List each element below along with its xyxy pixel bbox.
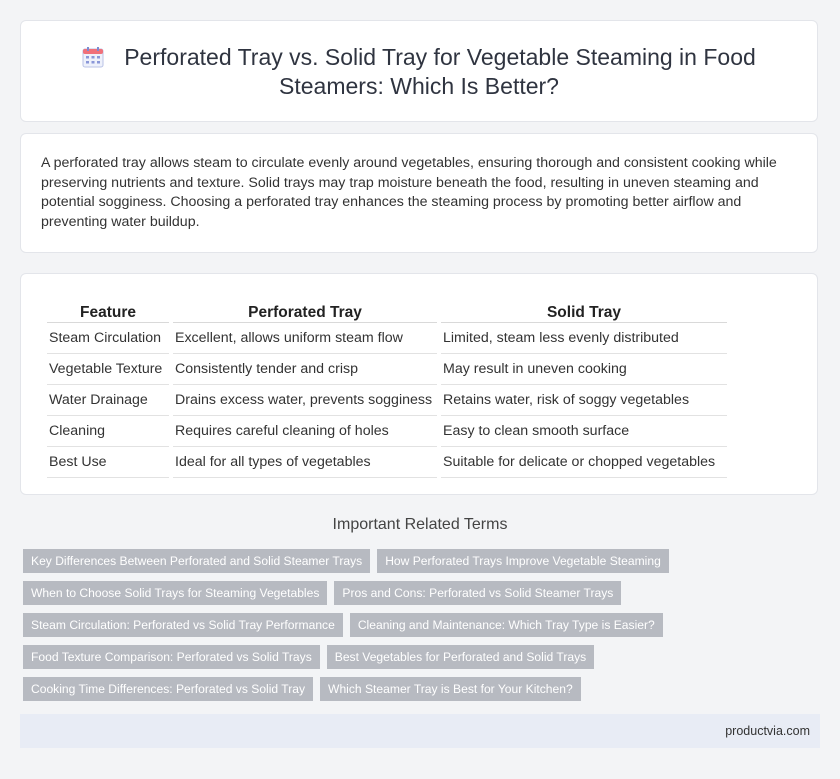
title-card: Perforated Tray vs. Solid Tray for Veget… [20, 20, 818, 122]
table-cell: Retains water, risk of soggy vegetables [441, 385, 727, 416]
related-term-link[interactable]: Key Differences Between Perforated and S… [23, 549, 371, 573]
related-terms-title: Important Related Terms [332, 516, 508, 533]
table-cell: Requires careful cleaning of holes [173, 416, 437, 447]
title-line-2: Steamers: Which Is Better? [279, 73, 559, 99]
table-cell: Limited, steam less evenly distributed [441, 323, 727, 354]
table-cell: Best Use [47, 447, 169, 478]
related-terms-list: Key Differences Between Perforated and S… [23, 549, 703, 709]
table-cell: Drains excess water, prevents sogginess [173, 385, 437, 416]
tag-row: Key Differences Between Perforated and S… [23, 549, 703, 573]
tag-row: When to Choose Solid Trays for Steaming … [23, 581, 703, 605]
related-term-link[interactable]: Steam Circulation: Perforated vs Solid T… [23, 613, 343, 637]
header-feature: Feature [47, 297, 169, 323]
table-cell: Consistently tender and crisp [173, 354, 437, 385]
header-solid: Solid Tray [441, 297, 727, 323]
table-row: Best Use Ideal for all types of vegetabl… [47, 447, 727, 478]
table-cell: Excellent, allows uniform steam flow [173, 323, 437, 354]
related-term-link[interactable]: Pros and Cons: Perforated vs Solid Steam… [334, 581, 622, 605]
table-row: Steam Circulation Excellent, allows unif… [47, 323, 727, 354]
page-title: Perforated Tray vs. Solid Tray for Veget… [21, 43, 817, 101]
table-row: Water Drainage Drains excess water, prev… [47, 385, 727, 416]
related-term-link[interactable]: How Perforated Trays Improve Vegetable S… [377, 549, 669, 573]
table-cell: Cleaning [47, 416, 169, 447]
related-term-link[interactable]: Food Texture Comparison: Perforated vs S… [23, 645, 320, 669]
tag-row: Cooking Time Differences: Perforated vs … [23, 677, 703, 701]
calendar-icon [82, 47, 104, 68]
footer-site-link[interactable]: productvia.com [725, 724, 810, 738]
intro-text: A perforated tray allows steam to circul… [41, 155, 777, 230]
table-cell: Water Drainage [47, 385, 169, 416]
related-term-link[interactable]: Which Steamer Tray is Best for Your Kitc… [320, 677, 581, 701]
table-cell: Vegetable Texture [47, 354, 169, 385]
related-term-link[interactable]: Best Vegetables for Perforated and Solid… [326, 645, 595, 669]
tag-row: Food Texture Comparison: Perforated vs S… [23, 645, 703, 669]
table-cell: Suitable for delicate or chopped vegetab… [441, 447, 727, 478]
table-cell: Ideal for all types of vegetables [173, 447, 437, 478]
table-cell: Easy to clean smooth surface [441, 416, 727, 447]
table-cell: May result in uneven cooking [441, 354, 727, 385]
table-header-row: Feature Perforated Tray Solid Tray [47, 297, 727, 323]
footer: productvia.com [20, 714, 820, 748]
tag-row: Steam Circulation: Perforated vs Solid T… [23, 613, 703, 637]
title-line-1: Perforated Tray vs. Solid Tray for Veget… [124, 44, 756, 70]
related-term-link[interactable]: Cooking Time Differences: Perforated vs … [23, 677, 314, 701]
comparison-table-card: Feature Perforated Tray Solid Tray Steam… [20, 273, 818, 495]
table-row: Vegetable Texture Consistently tender an… [47, 354, 727, 385]
table-row: Cleaning Requires careful cleaning of ho… [47, 416, 727, 447]
related-term-link[interactable]: When to Choose Solid Trays for Steaming … [23, 581, 328, 605]
comparison-table: Feature Perforated Tray Solid Tray Steam… [43, 297, 731, 478]
table-cell: Steam Circulation [47, 323, 169, 354]
related-term-link[interactable]: Cleaning and Maintenance: Which Tray Typ… [349, 613, 663, 637]
header-perforated: Perforated Tray [173, 297, 437, 323]
intro-card: A perforated tray allows steam to circul… [20, 133, 818, 253]
